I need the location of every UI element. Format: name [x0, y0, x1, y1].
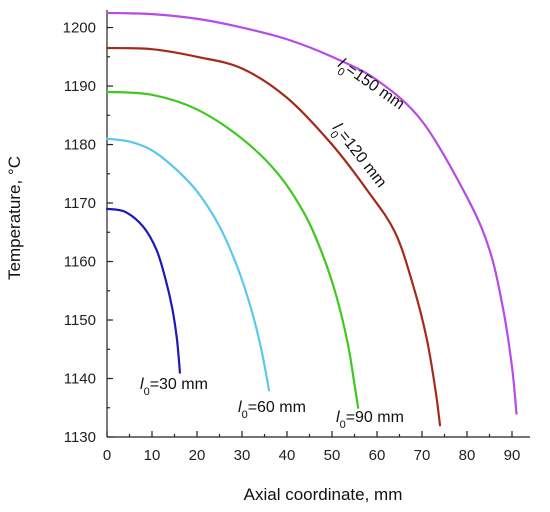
series-label-4: l0=120 mm [325, 120, 390, 194]
x-tick-label: 90 [504, 447, 521, 464]
series-line-3 [105, 90, 360, 409]
x-tick-label: 50 [324, 447, 341, 464]
series-line-1 [105, 207, 181, 374]
x-tick-label: 80 [459, 447, 476, 464]
y-tick-label: 1150 [64, 312, 96, 329]
y-tick-label: 1170 [64, 195, 96, 212]
series-labels: l0=30 mm l0=60 mm l0=90 mm l0=120 mml0=150 … [140, 55, 407, 431]
y-tick-label: 1190 [64, 78, 96, 95]
y-tick-label: 1200 [63, 20, 96, 37]
y-tick-label: 1140 [64, 371, 96, 388]
y-tick-label: 1180 [64, 137, 96, 154]
series-line-2 [105, 137, 271, 392]
x-axis-label: Axial coordinate, mm [244, 485, 403, 504]
series-line-5 [105, 11, 518, 415]
y-tick-label: 1160 [64, 254, 96, 271]
series-label-5: l0=150 mm [332, 55, 408, 117]
x-tick-label: 20 [189, 447, 206, 464]
x-tick-label: 10 [144, 447, 161, 464]
x-tick-label: 40 [279, 447, 296, 464]
series-label-1: l0=30 mm [140, 376, 208, 398]
series-curves [105, 11, 518, 427]
series-label-2: l0=60 mm [238, 399, 306, 421]
y-axis-label: Temperature, °C [5, 156, 24, 280]
x-tick-label: 0 [103, 447, 111, 464]
y-tick-label: 1130 [64, 429, 96, 446]
x-tick-label: 70 [414, 447, 431, 464]
axes: 0 10 20 30 40 50 60 70 80 90 1130 1140 1150 1160 1170 1… [63, 10, 530, 464]
series-line-4 [105, 46, 442, 427]
series-label-3: l0=90 mm [336, 409, 404, 431]
x-tick-label: 60 [369, 447, 386, 464]
x-tick-label: 30 [234, 447, 251, 464]
